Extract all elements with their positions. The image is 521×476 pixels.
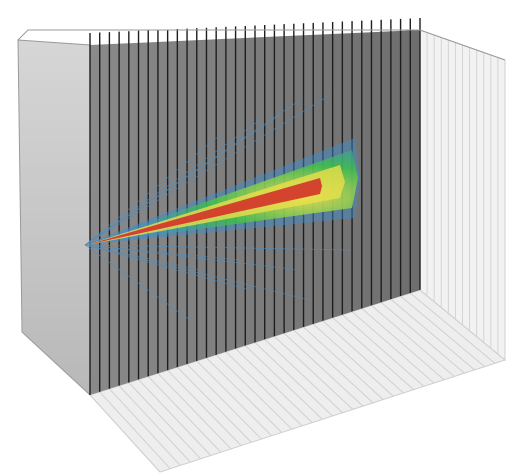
left-face [18, 40, 90, 395]
page: (() => { const svg = document.getElement… [0, 0, 521, 476]
detector-render [0, 0, 521, 476]
